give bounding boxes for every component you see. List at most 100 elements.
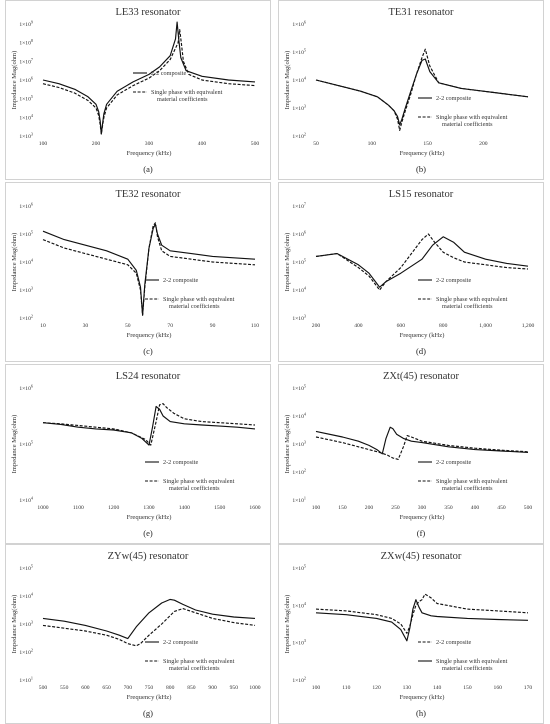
y-tick-label: 1×104 xyxy=(292,601,307,610)
chart-g: ZYw(45) resonator 1×101 1×102 1×103 1×104 1×1… xyxy=(5,544,271,724)
series-line-1 xyxy=(315,593,529,634)
legend-label: Single phase with equivalent material coe… xyxy=(436,114,508,128)
y-tick-label: 1×107 xyxy=(292,202,306,211)
y-tick-label: 1×103 xyxy=(292,440,306,449)
y-tick-label: 1×105 xyxy=(292,384,306,393)
y-tick-label: 1×105 xyxy=(292,564,306,573)
y-tick-label: 1×108 xyxy=(19,38,33,47)
x-tick-label: 300 xyxy=(418,505,427,511)
x-tick-label: 200 xyxy=(312,323,321,329)
legend-label: 2-2 composite xyxy=(163,277,198,284)
chart-title: ZYw(45) resonator xyxy=(108,551,189,562)
y-tick-label: 1×103 xyxy=(19,286,33,295)
y-tick-label: 1×103 xyxy=(19,132,33,141)
y-tick-label: 1×102 xyxy=(292,676,306,685)
legend-label: Single phase with equivalent material coe… xyxy=(436,478,508,492)
x-tick-label: 700 xyxy=(124,685,133,691)
chart-frame xyxy=(5,0,271,180)
y-tick-label: 1×101 xyxy=(292,496,306,505)
y-axis-label: Impedance Mag(ohm) xyxy=(11,595,18,654)
chart-e: LS24 resonator 1×104 1×105 1×106 1000 1100 120… xyxy=(5,364,271,544)
x-axis-label: Frequency (kHz) xyxy=(400,694,445,701)
x-tick-label: 500 xyxy=(524,505,533,511)
chart-frame xyxy=(278,364,544,544)
legend-label: Single phase with equivalent material coe… xyxy=(163,658,235,672)
x-tick-label: 600 xyxy=(81,685,90,691)
y-axis-label: Impedance Mag(ohm) xyxy=(284,51,291,110)
y-tick-label: 1×109 xyxy=(19,20,33,29)
chart-frame xyxy=(5,364,271,544)
chart-d: LS15 resonator 1×103 1×104 1×105 1×106 1×107 2… xyxy=(278,182,544,362)
x-tick-label: 400 xyxy=(471,505,480,511)
x-tick-label: 400 xyxy=(198,141,207,147)
panel-caption: (e) xyxy=(143,528,153,538)
x-tick-label: 70 xyxy=(167,323,173,329)
x-tick-label: 50 xyxy=(313,141,319,147)
x-tick-label: 50 xyxy=(125,323,131,329)
y-axis-label: Impedance Mag(ohm) xyxy=(284,233,291,292)
x-tick-label: 150 xyxy=(338,505,347,511)
x-tick-label: 1000 xyxy=(37,505,48,511)
y-tick-label: 1×103 xyxy=(292,104,306,113)
x-tick-label: 90 xyxy=(210,323,216,329)
x-tick-label: 1,200 xyxy=(522,323,535,329)
y-tick-label: 1×102 xyxy=(292,132,306,141)
x-axis-label: Frequency (kHz) xyxy=(127,514,172,521)
x-tick-label: 100 xyxy=(39,141,48,147)
y-tick-label: 1×106 xyxy=(19,202,33,211)
x-axis-label: Frequency (kHz) xyxy=(400,332,445,339)
legend-label: 2-2 composite xyxy=(163,459,198,466)
y-tick-label: 1×103 xyxy=(292,638,306,647)
x-tick-label: 150 xyxy=(423,141,432,147)
chart-frame xyxy=(278,0,544,180)
x-tick-label: 10 xyxy=(40,323,46,329)
y-tick-label: 1×106 xyxy=(292,20,306,29)
y-tick-label: 1×103 xyxy=(19,620,33,629)
x-tick-label: 800 xyxy=(439,323,448,329)
legend-label: Single phase with equivalent material coe… xyxy=(151,89,223,103)
x-tick-label: 600 xyxy=(397,323,406,329)
series-line-2 xyxy=(42,29,256,135)
series-line-2 xyxy=(315,233,529,291)
x-tick-label: 1600 xyxy=(249,505,260,511)
x-axis-label: Frequency (kHz) xyxy=(400,514,445,521)
series-line-1 xyxy=(42,405,256,446)
chart-h: ZXw(45) resonator 1×102 1×103 1×104 1×105 100… xyxy=(278,544,544,724)
y-tick-label: 1×107 xyxy=(19,57,33,65)
x-tick-label: 1500 xyxy=(214,505,225,511)
legend-label: 2-2 composite xyxy=(436,277,471,284)
x-tick-label: 650 xyxy=(102,685,111,691)
x-tick-label: 800 xyxy=(166,685,175,691)
y-tick-label: 1×102 xyxy=(292,468,306,477)
legend-label: 2-2 composite xyxy=(436,459,471,466)
y-tick-label: 1×104 xyxy=(292,286,307,295)
y-tick-label: 1×104 xyxy=(19,592,34,601)
x-tick-label: 110 xyxy=(251,323,259,329)
legend-label: Single phase with equivalent material coe… xyxy=(436,658,508,672)
panel-caption: (h) xyxy=(416,708,426,718)
x-tick-label: 350 xyxy=(444,505,453,511)
chart-b: TE31 resonator 1×102 1×103 1×104 1×105 1×106 5… xyxy=(278,0,544,180)
x-tick-label: 1200 xyxy=(108,505,119,511)
y-axis-label: Impedance Mag(ohm) xyxy=(284,415,291,474)
x-tick-label: 900 xyxy=(208,685,217,691)
x-tick-label: 300 xyxy=(145,141,154,147)
x-tick-label: 750 xyxy=(145,685,154,691)
y-tick-label: 1×104 xyxy=(292,412,307,421)
x-tick-label: 30 xyxy=(83,323,89,329)
chart-frame xyxy=(5,182,271,362)
y-tick-label: 1×102 xyxy=(19,648,33,657)
x-axis-label: Frequency (kHz) xyxy=(127,332,172,339)
legend-label: 2-2 composite xyxy=(163,639,198,646)
y-axis-label: Impedance Mag(ohm) xyxy=(11,415,18,474)
y-tick-label: 1×102 xyxy=(19,314,33,323)
chart-title: TE32 resonator xyxy=(115,189,181,200)
legend-label: Single phase with equivalent material coe… xyxy=(163,296,235,310)
y-tick-label: 1×105 xyxy=(19,94,33,103)
chart-title: LS15 resonator xyxy=(389,189,454,200)
x-axis-label: Frequency (kHz) xyxy=(400,150,445,157)
y-axis-label: Impedance Mag(ohm) xyxy=(11,51,18,110)
x-tick-label: 200 xyxy=(365,505,374,511)
legend-label: 2-2 composite xyxy=(436,639,471,646)
